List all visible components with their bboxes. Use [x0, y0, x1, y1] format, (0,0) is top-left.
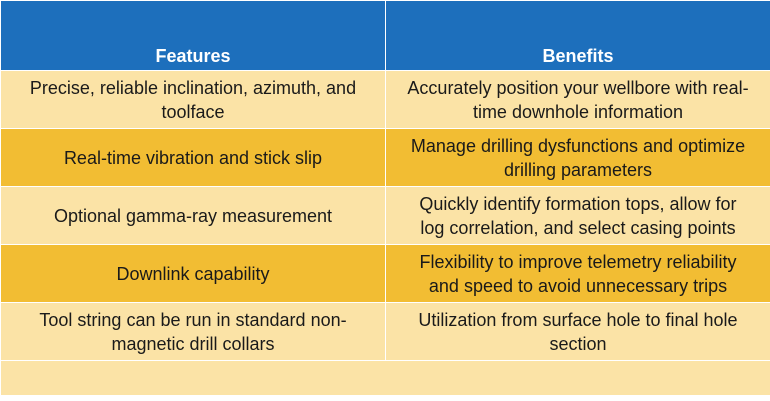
benefit-cell: Manage drilling dysfunctions and optimiz… — [385, 128, 770, 187]
table-header-row: Features Benefits — [0, 41, 770, 71]
table-row: Optional gamma-ray measurement Quickly i… — [0, 186, 770, 245]
table-header-band — [0, 0, 770, 41]
header-band-cell — [385, 0, 770, 41]
benefit-cell: Accurately position your wellbore with r… — [385, 70, 770, 129]
benefit-cell: Flexibility to improve telemetry reliabi… — [385, 244, 770, 303]
table-filler-row — [0, 360, 770, 396]
feature-cell: Optional gamma-ray measurement — [0, 186, 386, 245]
benefit-cell: Utilization from surface hole to final h… — [385, 302, 770, 361]
feature-cell: Precise, reliable inclination, azimuth, … — [0, 70, 386, 129]
feature-cell: Downlink capability — [0, 244, 386, 303]
feature-cell: Real-time vibration and stick slip — [0, 128, 386, 187]
column-header-benefits: Benefits — [385, 41, 770, 71]
table-row: Real-time vibration and stick slip Manag… — [0, 128, 770, 187]
filler-cell — [0, 360, 770, 396]
column-header-features: Features — [0, 41, 386, 71]
table-row: Downlink capability Flexibility to impro… — [0, 244, 770, 303]
feature-cell: Tool string can be run in standard non-m… — [0, 302, 386, 361]
header-band-cell — [0, 0, 386, 41]
table-row: Precise, reliable inclination, azimuth, … — [0, 70, 770, 129]
table-row: Tool string can be run in standard non-m… — [0, 302, 770, 361]
benefit-cell: Quickly identify formation tops, allow f… — [385, 186, 770, 245]
